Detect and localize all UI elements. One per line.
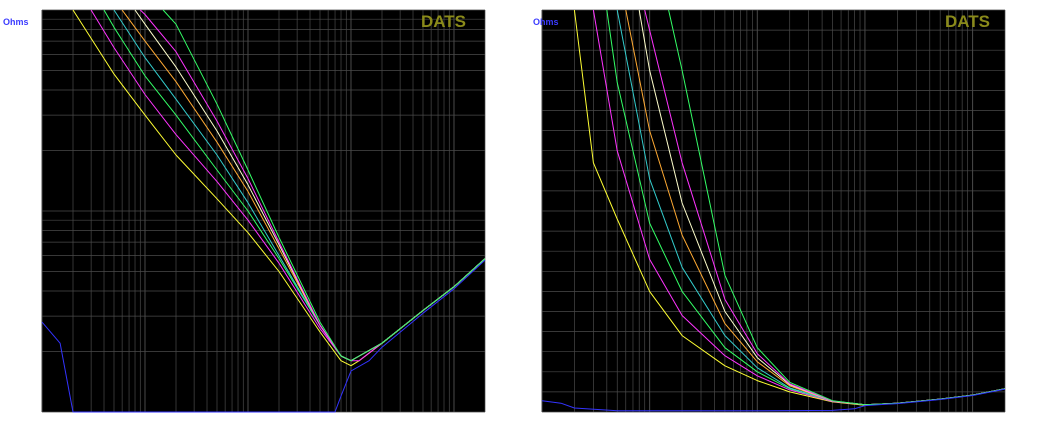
- x-tick-label: 50: [211, 418, 223, 429]
- x-tick-label: 1: [539, 418, 545, 429]
- x-tick-label: 1kHz: [853, 418, 876, 429]
- y-tick-label: 0.1: [24, 207, 38, 218]
- y-tick-label: 0.5: [24, 67, 38, 78]
- x-tick-label: 100: [749, 418, 766, 429]
- y-unit-label: Ohms: [533, 17, 559, 27]
- x-tick-label: 2k: [892, 418, 904, 429]
- x-tick-label: 200: [271, 418, 288, 429]
- y-tick-label: 0.2: [530, 328, 538, 339]
- x-tick-label: 2k: [376, 418, 388, 429]
- y-tick-label: 0.02: [19, 347, 39, 358]
- impedance-chart-linear: 1 2 5 10 20 50 100 200 500 1kHz 2k 5k 10k 20k 0.0 0.1 0.…: [530, 6, 1014, 429]
- x-tick-label: 500: [312, 418, 329, 429]
- y-tick-label: 0.5: [530, 207, 538, 218]
- chart-title: DATS: [945, 12, 990, 31]
- x-tick-label: 1: [39, 418, 45, 429]
- axis-label-layer: 1 2 5 10 20 50 100 200 500 1kHz 2k 5k 10k 20k 0.0 0.1 0.…: [530, 6, 1014, 429]
- y-tick-label: 0.9: [530, 46, 538, 57]
- y-tick-label: 0.6: [530, 167, 538, 178]
- x-tick-label: 2: [70, 418, 76, 429]
- x-tick-label: 10: [644, 418, 656, 429]
- x-tick-label: 500: [824, 418, 841, 429]
- x-tick-label: 10: [139, 418, 151, 429]
- x-tick-label: 2: [572, 418, 578, 429]
- x-tick-label: 5k: [417, 418, 429, 429]
- impedance-chart-log: 1 2 5 10 20 50 100 200 500 1kHz 2k 5k 10k 20k 0.01 0.02…: [3, 9, 494, 429]
- x-tick-label: 1kHz: [339, 418, 362, 429]
- series-line-9: [541, 388, 1006, 412]
- series-layer: [41, 9, 486, 413]
- y-tick-label: 0.7: [530, 127, 538, 138]
- x-tick-label: 5: [111, 418, 117, 429]
- x-tick-label: 20k: [997, 418, 1014, 429]
- x-tick-label: 200: [781, 418, 798, 429]
- series-line-9: [41, 259, 486, 413]
- y-unit-label: Ohms: [3, 17, 29, 27]
- x-tick-label: 10k: [964, 418, 981, 429]
- y-tick-label: 0.1: [530, 368, 538, 379]
- x-tick-label: 50: [719, 418, 731, 429]
- x-tick-label: 10k: [446, 418, 463, 429]
- y-tick-label: 0.2: [24, 146, 38, 157]
- y-tick-label: 0.8: [530, 86, 538, 97]
- y-tick-label: 0.0: [530, 408, 538, 419]
- y-tick-label: 0.3: [530, 287, 538, 298]
- y-tick-label: 0.4: [530, 247, 538, 258]
- series-line-8: [162, 9, 486, 362]
- y-tick-label: 1.0: [530, 6, 538, 17]
- x-tick-label: 20: [676, 418, 688, 429]
- y-tick-label: 0.01: [19, 408, 39, 419]
- chart-title: DATS: [421, 12, 466, 31]
- grid-layer: [541, 9, 1006, 413]
- x-tick-label: 100: [240, 418, 257, 429]
- axis-label-layer: 1 2 5 10 20 50 100 200 500 1kHz 2k 5k 10k 20k 0.01 0.02…: [19, 67, 494, 429]
- series-layer: [541, 9, 1006, 412]
- x-tick-label: 5k: [935, 418, 947, 429]
- grid-layer: [41, 9, 486, 413]
- x-tick-label: 5: [614, 418, 620, 429]
- y-tick-label: 0.05: [19, 268, 39, 279]
- x-tick-label: 20: [170, 418, 182, 429]
- x-tick-label: 20k: [477, 418, 494, 429]
